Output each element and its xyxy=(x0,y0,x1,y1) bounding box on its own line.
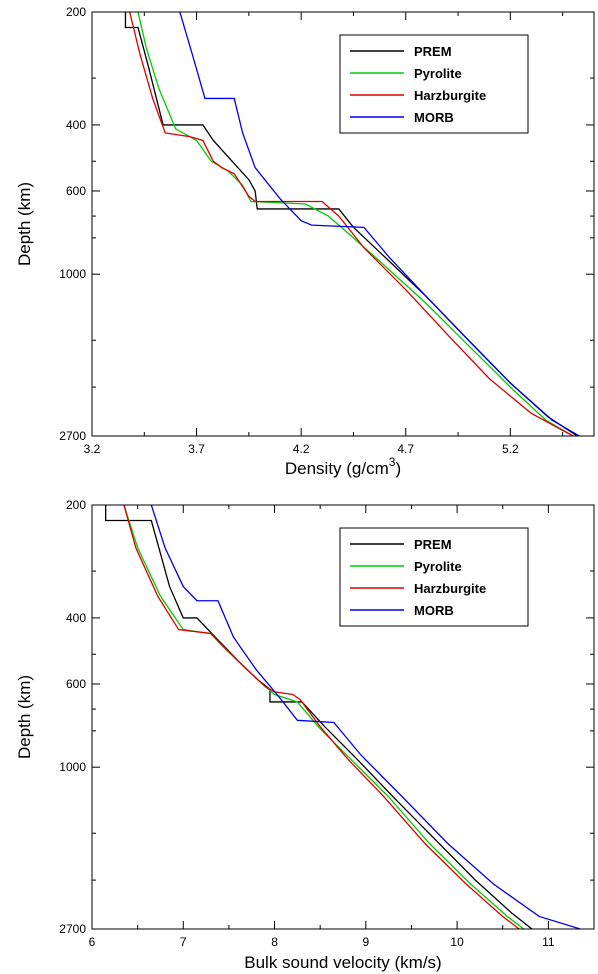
x-axis-label-text: Density (g/cm xyxy=(285,459,389,478)
legend-label-harzburgite: Harzburgite xyxy=(414,581,486,596)
x-tick-label: 3.2 xyxy=(84,442,101,456)
series-line-harzburgite xyxy=(129,12,574,436)
x-tick-label: 8 xyxy=(271,935,278,949)
series-line-morb xyxy=(150,505,581,929)
x-tick-label: 4.7 xyxy=(397,442,414,456)
x-tick-label: 4.2 xyxy=(293,442,310,456)
series-line-pyrolite xyxy=(123,505,525,929)
x-tick-label: 7 xyxy=(180,935,187,949)
legend-label-morb: MORB xyxy=(414,603,454,618)
x-axis-label: Bulk sound velocity (km/s) xyxy=(244,953,441,972)
x-tick-label: 9 xyxy=(362,935,369,949)
y-tick-label: 200 xyxy=(66,498,86,512)
y-tick-label: 200 xyxy=(66,5,86,19)
density-chart: 3.2 3.7 4.2 4.7 5.2 200 400 600 1000 2700 Density … xyxy=(15,5,595,478)
x-axis-label-close: ) xyxy=(395,459,401,478)
y-tick-label: 400 xyxy=(66,118,86,132)
legend: PREM Pyrolite Harzburgite MORB xyxy=(339,34,529,134)
legend: PREM Pyrolite Harzburgite MORB xyxy=(339,527,529,627)
x-tick-label: 3.7 xyxy=(188,442,205,456)
x-axis-label-superscript: 3 xyxy=(389,455,396,469)
series-line-harzburgite xyxy=(123,505,520,929)
y-tick-label: 600 xyxy=(66,184,86,198)
x-tick-label: 11 xyxy=(542,935,555,949)
y-tick-label: 2700 xyxy=(59,922,86,936)
x-tick-label: 6 xyxy=(89,935,96,949)
series-line-pyrolite xyxy=(137,12,574,436)
legend-label-prem: PREM xyxy=(414,537,452,552)
x-tick-label: 10 xyxy=(450,935,464,949)
y-tick-label: 1000 xyxy=(59,267,86,281)
legend-label-harzburgite: Harzburgite xyxy=(414,88,486,103)
y-axis-label: Depth (km) xyxy=(15,675,34,759)
x-axis-label-text: Bulk sound velocity (km/s) xyxy=(244,953,441,972)
y-tick-label: 600 xyxy=(66,677,86,691)
y-axis-label: Depth (km) xyxy=(15,182,34,266)
x-tick-label: 5.2 xyxy=(502,442,519,456)
plot-frame xyxy=(91,11,595,437)
x-axis-label: Density (g/cm3) xyxy=(285,455,401,478)
y-tick-label: 400 xyxy=(66,611,86,625)
series-line-morb xyxy=(179,12,580,436)
legend-label-pyrolite: Pyrolite xyxy=(414,559,462,574)
plot-frame xyxy=(91,504,595,930)
y-tick-label: 1000 xyxy=(59,760,86,774)
legend-label-morb: MORB xyxy=(414,110,454,125)
bulk-sound-velocity-chart: 6 7 8 9 10 11 200 400 600 1000 2700 Bulk sound velo… xyxy=(15,498,595,972)
legend-label-pyrolite: Pyrolite xyxy=(414,66,462,81)
legend-label-prem: PREM xyxy=(414,44,452,59)
y-tick-label: 2700 xyxy=(59,429,86,443)
